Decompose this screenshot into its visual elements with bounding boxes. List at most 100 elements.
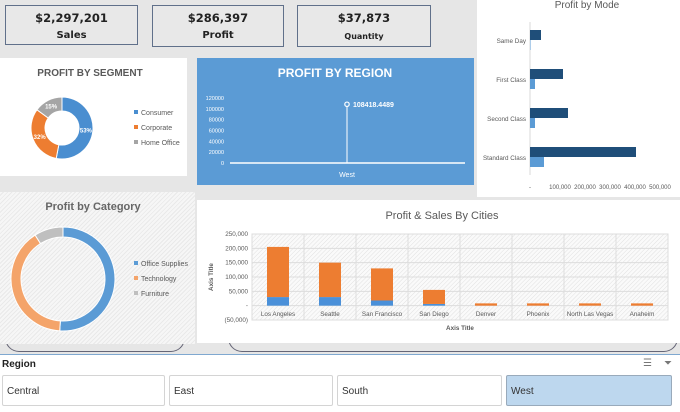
bar-seattle [319, 262, 341, 298]
profit-by-mode-chart[interactable]: Profit by Mode Same Day First Class Second … [477, 0, 680, 197]
kpi-profit: $286,397 Profit [152, 5, 284, 47]
donut-slice-furniture [34, 226, 64, 245]
bar-seattle [319, 297, 341, 306]
bar-anaheim [631, 303, 653, 306]
slicer-option-south[interactable]: South [337, 375, 502, 406]
y-axis-title: Axis Title [208, 263, 215, 291]
multi-select-icon[interactable]: ☰ [643, 358, 652, 369]
legend-label: Consumer [141, 110, 174, 117]
legend-label: Office Supplies [141, 261, 188, 268]
x-category-label: San Francisco [362, 311, 403, 318]
y-tick-label: 100000 [206, 107, 224, 113]
y-tick-label: 0 [221, 161, 224, 167]
cities-title: Profit & Sales By Cities [385, 210, 499, 222]
legend-marker [134, 291, 138, 295]
segment-title: PROFIT BY SEGMENT [37, 68, 142, 79]
category-title: Profit by Category [45, 201, 141, 213]
kpi-label: Profit [202, 30, 234, 41]
y-tick-label: 80000 [209, 118, 224, 124]
region-slicer: Region ☰ ⏷ Central East South West [0, 354, 680, 412]
donut-slice-office-supplies [59, 226, 116, 332]
donut-slice-technology [10, 234, 61, 332]
x-category-label: Phoenix [527, 311, 551, 318]
bar-same-day [530, 40, 531, 50]
legend-label: Home Office [141, 140, 180, 147]
legend-marker [134, 261, 138, 265]
kpi-label: Sales [56, 30, 87, 41]
legend-marker [134, 125, 138, 129]
bar-san-francisco [371, 300, 393, 306]
x-tick-label: - [529, 185, 531, 191]
legend-label: Corporate [141, 125, 172, 132]
x-category-label: Anaheim [630, 311, 655, 318]
legend-marker [134, 110, 138, 114]
category-label: First Class [496, 77, 526, 84]
bar-los-angeles [267, 246, 289, 298]
bar-same-day [530, 30, 541, 40]
x-category-label: Denver [476, 311, 496, 318]
slicer-option-central[interactable]: Central [2, 375, 165, 406]
bar-phoenix [527, 303, 549, 306]
profit-sales-by-cities-chart[interactable]: Profit & Sales By Cities 250,000 200,000 15… [197, 200, 680, 343]
bar-first-class [530, 79, 535, 89]
bar-standard-class [530, 147, 636, 157]
x-tick-label: 500,000 [649, 185, 671, 191]
y-tick-label: 20000 [209, 150, 224, 156]
kpi-sales: $2,297,201 Sales [5, 5, 138, 45]
category-label: Same Day [497, 38, 527, 45]
x-tick-label: 100,000 [549, 185, 571, 191]
mode-title: Profit by Mode [555, 0, 620, 11]
y-tick-label: (50,000) [225, 317, 248, 324]
kpi-quantity: $37,873 Quantity [297, 5, 431, 47]
category-label: Standard Class [483, 155, 526, 162]
y-tick-label: 150,000 [225, 260, 248, 267]
y-tick-label: 50,000 [229, 288, 249, 295]
kpi-value: $37,873 [337, 11, 391, 25]
bar-second-class [530, 118, 535, 128]
profit-by-region-chart[interactable]: PROFIT BY REGION 120000 100000 80000 60000 40… [197, 58, 474, 185]
x-tick-label: 300,000 [599, 185, 621, 191]
x-tick-label: 400,000 [624, 185, 646, 191]
bar-denver [475, 303, 497, 306]
bar-standard-class [530, 157, 544, 167]
legend-marker [134, 276, 138, 280]
bar-san-francisco [371, 268, 393, 301]
bar-north-las-vegas [579, 303, 601, 306]
slicer-option-west[interactable]: West [506, 375, 672, 406]
x-category-label: San Diego [419, 311, 449, 318]
y-tick-label: 40000 [209, 139, 224, 145]
kpi-value: $2,297,201 [35, 11, 108, 25]
y-tick-label: 250,000 [225, 231, 248, 238]
profit-by-segment-chart[interactable]: PROFIT BY SEGMENT 53% Consumer 32% Corporate… [0, 58, 187, 176]
slice-label: 53% [80, 128, 93, 134]
data-point [344, 101, 350, 108]
y-tick-label: 200,000 [225, 245, 248, 252]
bar-los-angeles [267, 297, 289, 306]
donut-slice-consumer [55, 96, 94, 160]
x-category-label: North Las Vegas [567, 311, 614, 318]
bar-san-diego [423, 303, 445, 306]
x-axis-title: Axis Title [446, 325, 474, 332]
x-category-label: Seattle [320, 311, 340, 318]
legend-marker [134, 140, 138, 144]
x-tick-label: 200,000 [574, 185, 596, 191]
profit-by-category-chart[interactable]: Profit by Category Office Supplies Technol… [0, 192, 195, 344]
bar-first-class [530, 69, 563, 79]
clear-filter-icon[interactable]: ⏷ [664, 358, 672, 369]
y-tick-label: 60000 [209, 129, 224, 135]
slice-label: 15% [45, 105, 58, 111]
x-category-label: Los Angeles [261, 311, 295, 318]
slicer-option-east[interactable]: East [169, 375, 333, 406]
y-tick-label: 120000 [206, 96, 224, 102]
slice-label: 32% [34, 135, 47, 141]
legend-label: Technology [141, 276, 177, 283]
y-tick-label: - [246, 303, 248, 310]
donut-slice-home-office [36, 96, 63, 119]
bar-second-class [530, 108, 568, 118]
bar-san-diego [423, 289, 445, 304]
slicer-title: Region [2, 359, 36, 370]
data-label: 108418.4489 [353, 102, 394, 109]
region-title: PROFIT BY REGION [278, 66, 392, 80]
x-category-label: West [339, 172, 355, 179]
category-label: Second Class [487, 116, 526, 123]
